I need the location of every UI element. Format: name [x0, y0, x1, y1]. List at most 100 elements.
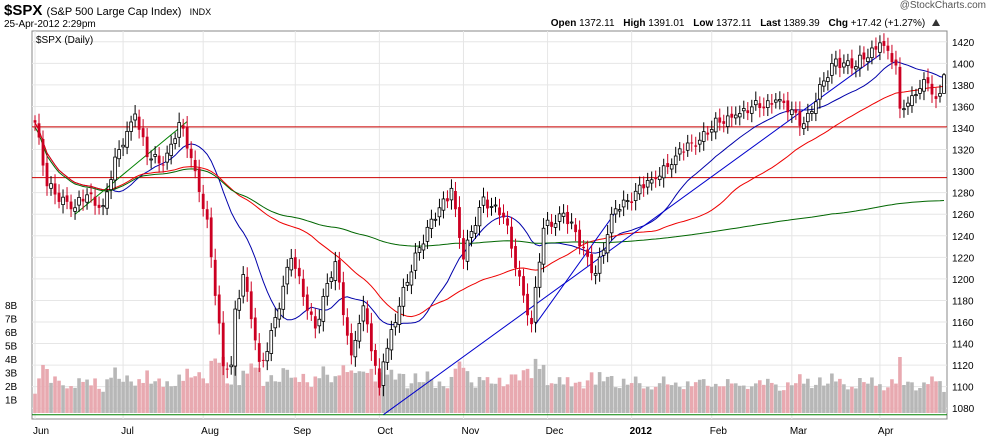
candle-body — [245, 276, 249, 292]
candle — [353, 330, 358, 367]
candle-body — [938, 93, 942, 97]
volume-bar — [609, 376, 614, 413]
volume-bar — [473, 387, 478, 413]
candle — [249, 281, 253, 329]
volume-bar — [665, 384, 670, 413]
candle — [458, 196, 461, 249]
candle — [97, 196, 101, 215]
volume-bar — [217, 362, 222, 413]
volume-bar — [249, 363, 254, 413]
candle — [694, 136, 698, 155]
volume-bar — [317, 378, 322, 413]
candle — [417, 241, 422, 261]
candle-body — [217, 294, 221, 324]
candle — [437, 198, 442, 226]
candle — [486, 191, 489, 218]
candle-body — [85, 194, 89, 203]
candle-body — [886, 45, 890, 51]
candle — [473, 216, 478, 240]
candle-body — [321, 296, 326, 322]
candle-body — [141, 128, 145, 138]
candle-body — [317, 318, 322, 327]
volume-bar — [105, 379, 109, 413]
candle — [866, 48, 870, 71]
volume-bar — [73, 387, 77, 413]
y-tick-label: 1420 — [952, 38, 975, 49]
candle — [574, 218, 577, 242]
volume-bar — [577, 381, 582, 413]
volume-bar — [409, 383, 414, 413]
volume-bar — [57, 380, 61, 413]
candle-body — [397, 305, 402, 325]
candle-body — [770, 103, 774, 105]
candle-body — [353, 339, 358, 358]
candle-body — [930, 83, 934, 95]
volume-bar — [273, 381, 278, 413]
candle-body — [498, 207, 501, 216]
volume-bar — [605, 376, 610, 413]
volume-bar — [906, 381, 910, 413]
candle-body — [61, 196, 65, 206]
candle — [790, 101, 794, 123]
candle-body — [701, 131, 706, 142]
candle — [165, 145, 169, 170]
candle-body — [870, 47, 874, 59]
candle — [758, 96, 762, 118]
volume-bar — [245, 373, 250, 413]
candle-body — [649, 179, 654, 184]
candle — [241, 266, 246, 304]
candle-body — [437, 207, 442, 218]
volume-bar — [481, 380, 486, 413]
candle-body — [605, 234, 610, 254]
volume-bar — [557, 377, 562, 413]
candle-body — [129, 121, 133, 132]
candle — [770, 93, 774, 114]
open-label: Open — [550, 18, 577, 29]
y-tick-label: 1140 — [952, 340, 974, 351]
candle — [605, 225, 610, 263]
candle — [93, 189, 97, 215]
candle-body — [746, 110, 750, 114]
volume-bar — [753, 383, 758, 413]
candle — [918, 79, 922, 100]
candle-body — [469, 231, 474, 238]
candle-body — [285, 266, 290, 285]
volume-tick-label: 8B — [5, 301, 18, 312]
volume-bar — [117, 378, 121, 413]
candle — [89, 183, 93, 203]
y-tick-label: 1160 — [952, 318, 974, 329]
volume-tick-label: 5B — [5, 342, 18, 353]
volume-bar — [89, 385, 93, 413]
candle-body — [842, 62, 846, 68]
volume-bar — [401, 373, 406, 413]
candle — [753, 91, 758, 111]
candle — [85, 188, 89, 210]
candle-body — [806, 112, 810, 123]
candle-body — [433, 218, 438, 221]
candle-body — [109, 179, 113, 191]
candle — [926, 68, 930, 92]
candle-body — [77, 197, 81, 206]
candle — [590, 245, 594, 281]
x-tick-label: 2012 — [630, 426, 653, 437]
candle — [237, 289, 242, 320]
candle — [786, 91, 790, 121]
candle-body — [325, 283, 330, 297]
candle — [510, 216, 513, 258]
volume-bar — [489, 383, 494, 413]
volume-bar — [770, 382, 774, 413]
candle-body — [41, 138, 45, 166]
low-value: 1372.11 — [716, 18, 752, 29]
candle — [526, 283, 529, 326]
candle-body — [718, 117, 722, 123]
y-tick-label: 1400 — [952, 59, 975, 70]
volume-bar — [497, 377, 502, 413]
candle-body — [545, 219, 550, 226]
candle-body — [73, 207, 77, 212]
volume-bar — [713, 383, 718, 413]
volume-bar — [637, 383, 642, 413]
candle — [221, 311, 225, 376]
candle — [157, 147, 161, 173]
candle — [830, 53, 834, 84]
candle — [802, 116, 806, 136]
